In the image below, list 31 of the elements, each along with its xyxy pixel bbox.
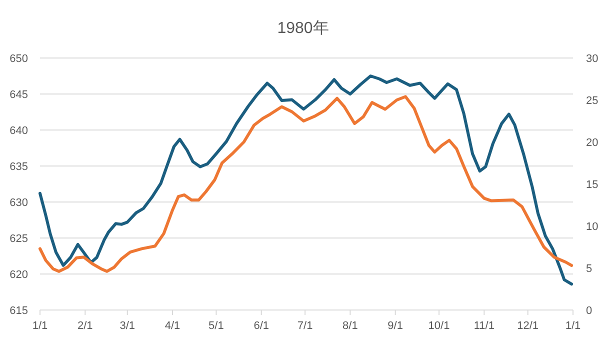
x-tick-label: 2/1 <box>77 320 93 332</box>
y2-tick-label: 5 <box>586 263 592 275</box>
y2-tick-label: 15 <box>586 179 598 191</box>
x-tick-label: 6/1 <box>254 320 270 332</box>
y2-tick-label: 0 <box>586 305 592 317</box>
x-tick-label: 5/1 <box>208 320 224 332</box>
chart-title: 1980年 <box>277 20 329 37</box>
x-tick-label: 10/1 <box>428 320 450 332</box>
y-tick-label: 650 <box>10 53 28 65</box>
y-tick-label: 635 <box>10 161 28 173</box>
x-tick-label: 3/1 <box>120 320 136 332</box>
y-tick-label: 620 <box>10 269 28 281</box>
y2-tick-label: 20 <box>586 137 598 149</box>
y-tick-label: 630 <box>10 197 28 209</box>
x-tick-label: 7/1 <box>297 320 313 332</box>
x-tick-label: 9/1 <box>388 320 403 332</box>
y-tick-label: 645 <box>10 89 28 101</box>
x-tick-label: 11/1 <box>474 320 494 332</box>
x-tick-label: 1/1 <box>32 320 48 332</box>
y-tick-label: 625 <box>10 233 28 245</box>
y2-tick-label: 25 <box>586 95 598 107</box>
y-tick-label: 615 <box>10 305 28 317</box>
y-tick-label: 640 <box>10 125 28 137</box>
x-tick-label: 1/1 <box>565 320 581 332</box>
y2-tick-label: 10 <box>586 221 598 233</box>
x-tick-label: 8/1 <box>342 320 358 332</box>
x-tick-label: 12/1 <box>517 320 539 332</box>
line-series <box>38 95 574 273</box>
line-series <box>38 74 574 286</box>
y2-tick-label: 30 <box>586 53 598 65</box>
x-tick-label: 4/1 <box>164 320 180 332</box>
